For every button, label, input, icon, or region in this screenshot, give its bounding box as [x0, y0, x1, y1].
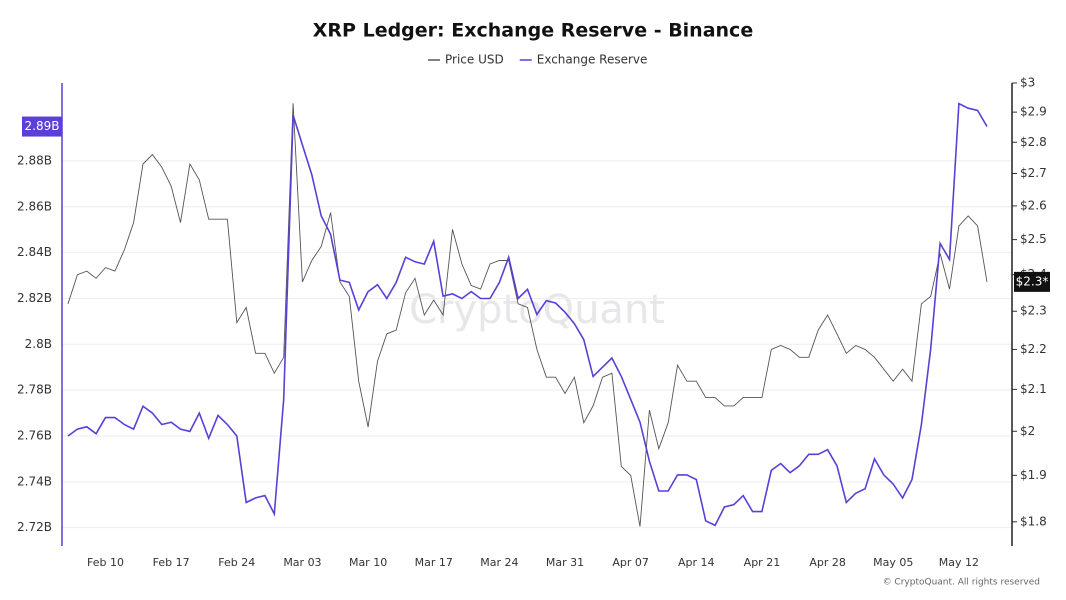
y2-tick-label: $1.9 — [1020, 468, 1047, 482]
y2-tick-label: $2.9 — [1020, 105, 1047, 119]
y-marker-label: 2.89B — [25, 119, 60, 133]
x-tick-label: Feb 24 — [218, 556, 255, 569]
x-tick-label: Mar 10 — [349, 556, 387, 569]
y2-marker-label: $2.3* — [1016, 274, 1049, 288]
y2-tick-label: $2.5 — [1020, 232, 1047, 246]
y2-tick-label: $2.6 — [1020, 198, 1047, 212]
legend-label: Exchange Reserve — [537, 53, 648, 67]
y2-tick-label: $2.3 — [1020, 304, 1047, 318]
x-tick-label: Feb 10 — [87, 556, 124, 569]
y2-tick-label: $3 — [1020, 76, 1035, 90]
x-tick-label: May 12 — [939, 556, 979, 569]
x-tick-label: Feb 17 — [153, 556, 190, 569]
y-tick-label: 2.86B — [17, 199, 52, 213]
chart-title: XRP Ledger: Exchange Reserve - Binance — [313, 20, 753, 42]
y2-tick-label: $2 — [1020, 424, 1035, 438]
series-line — [67, 102, 988, 527]
x-tick-label: Mar 17 — [415, 556, 453, 569]
y-tick-label: 2.76B — [17, 428, 52, 442]
y2-marker-box — [1014, 271, 1050, 292]
y2-tick-label: $2.1 — [1020, 382, 1047, 396]
series-line — [67, 103, 988, 527]
y2-tick-label: $2.8 — [1020, 135, 1047, 149]
x-tick-label: May 05 — [873, 556, 913, 569]
y-tick-label: 2.78B — [17, 383, 52, 397]
y-tick-label: 2.8B — [25, 337, 52, 351]
x-tick-label: Apr 28 — [809, 556, 846, 569]
y-tick-label: 2.72B — [17, 520, 52, 534]
x-tick-label: Apr 07 — [612, 556, 649, 569]
footer: © CryptoQuant. All rights reserved — [883, 578, 1040, 588]
y-tick-label: 2.74B — [17, 474, 52, 488]
y2-tick-label: $2.2 — [1020, 342, 1047, 356]
y2-tick-label: $1.8 — [1020, 514, 1047, 528]
x-tick-label: Mar 31 — [546, 556, 584, 569]
y-tick-label: 2.84B — [17, 245, 52, 259]
x-tick-label: Apr 14 — [678, 556, 715, 569]
legend-label: Price USD — [445, 53, 504, 67]
x-tick-label: Mar 24 — [480, 556, 518, 569]
y2-tick-label: $2.7 — [1020, 166, 1047, 180]
y-marker-box — [22, 116, 62, 137]
x-tick-label: Mar 03 — [283, 556, 321, 569]
x-tick-label: Apr 21 — [744, 556, 781, 569]
y-tick-label: 2.82B — [17, 291, 52, 305]
watermark: CryptoQuant — [409, 287, 665, 333]
y-tick-label: 2.88B — [17, 153, 52, 167]
